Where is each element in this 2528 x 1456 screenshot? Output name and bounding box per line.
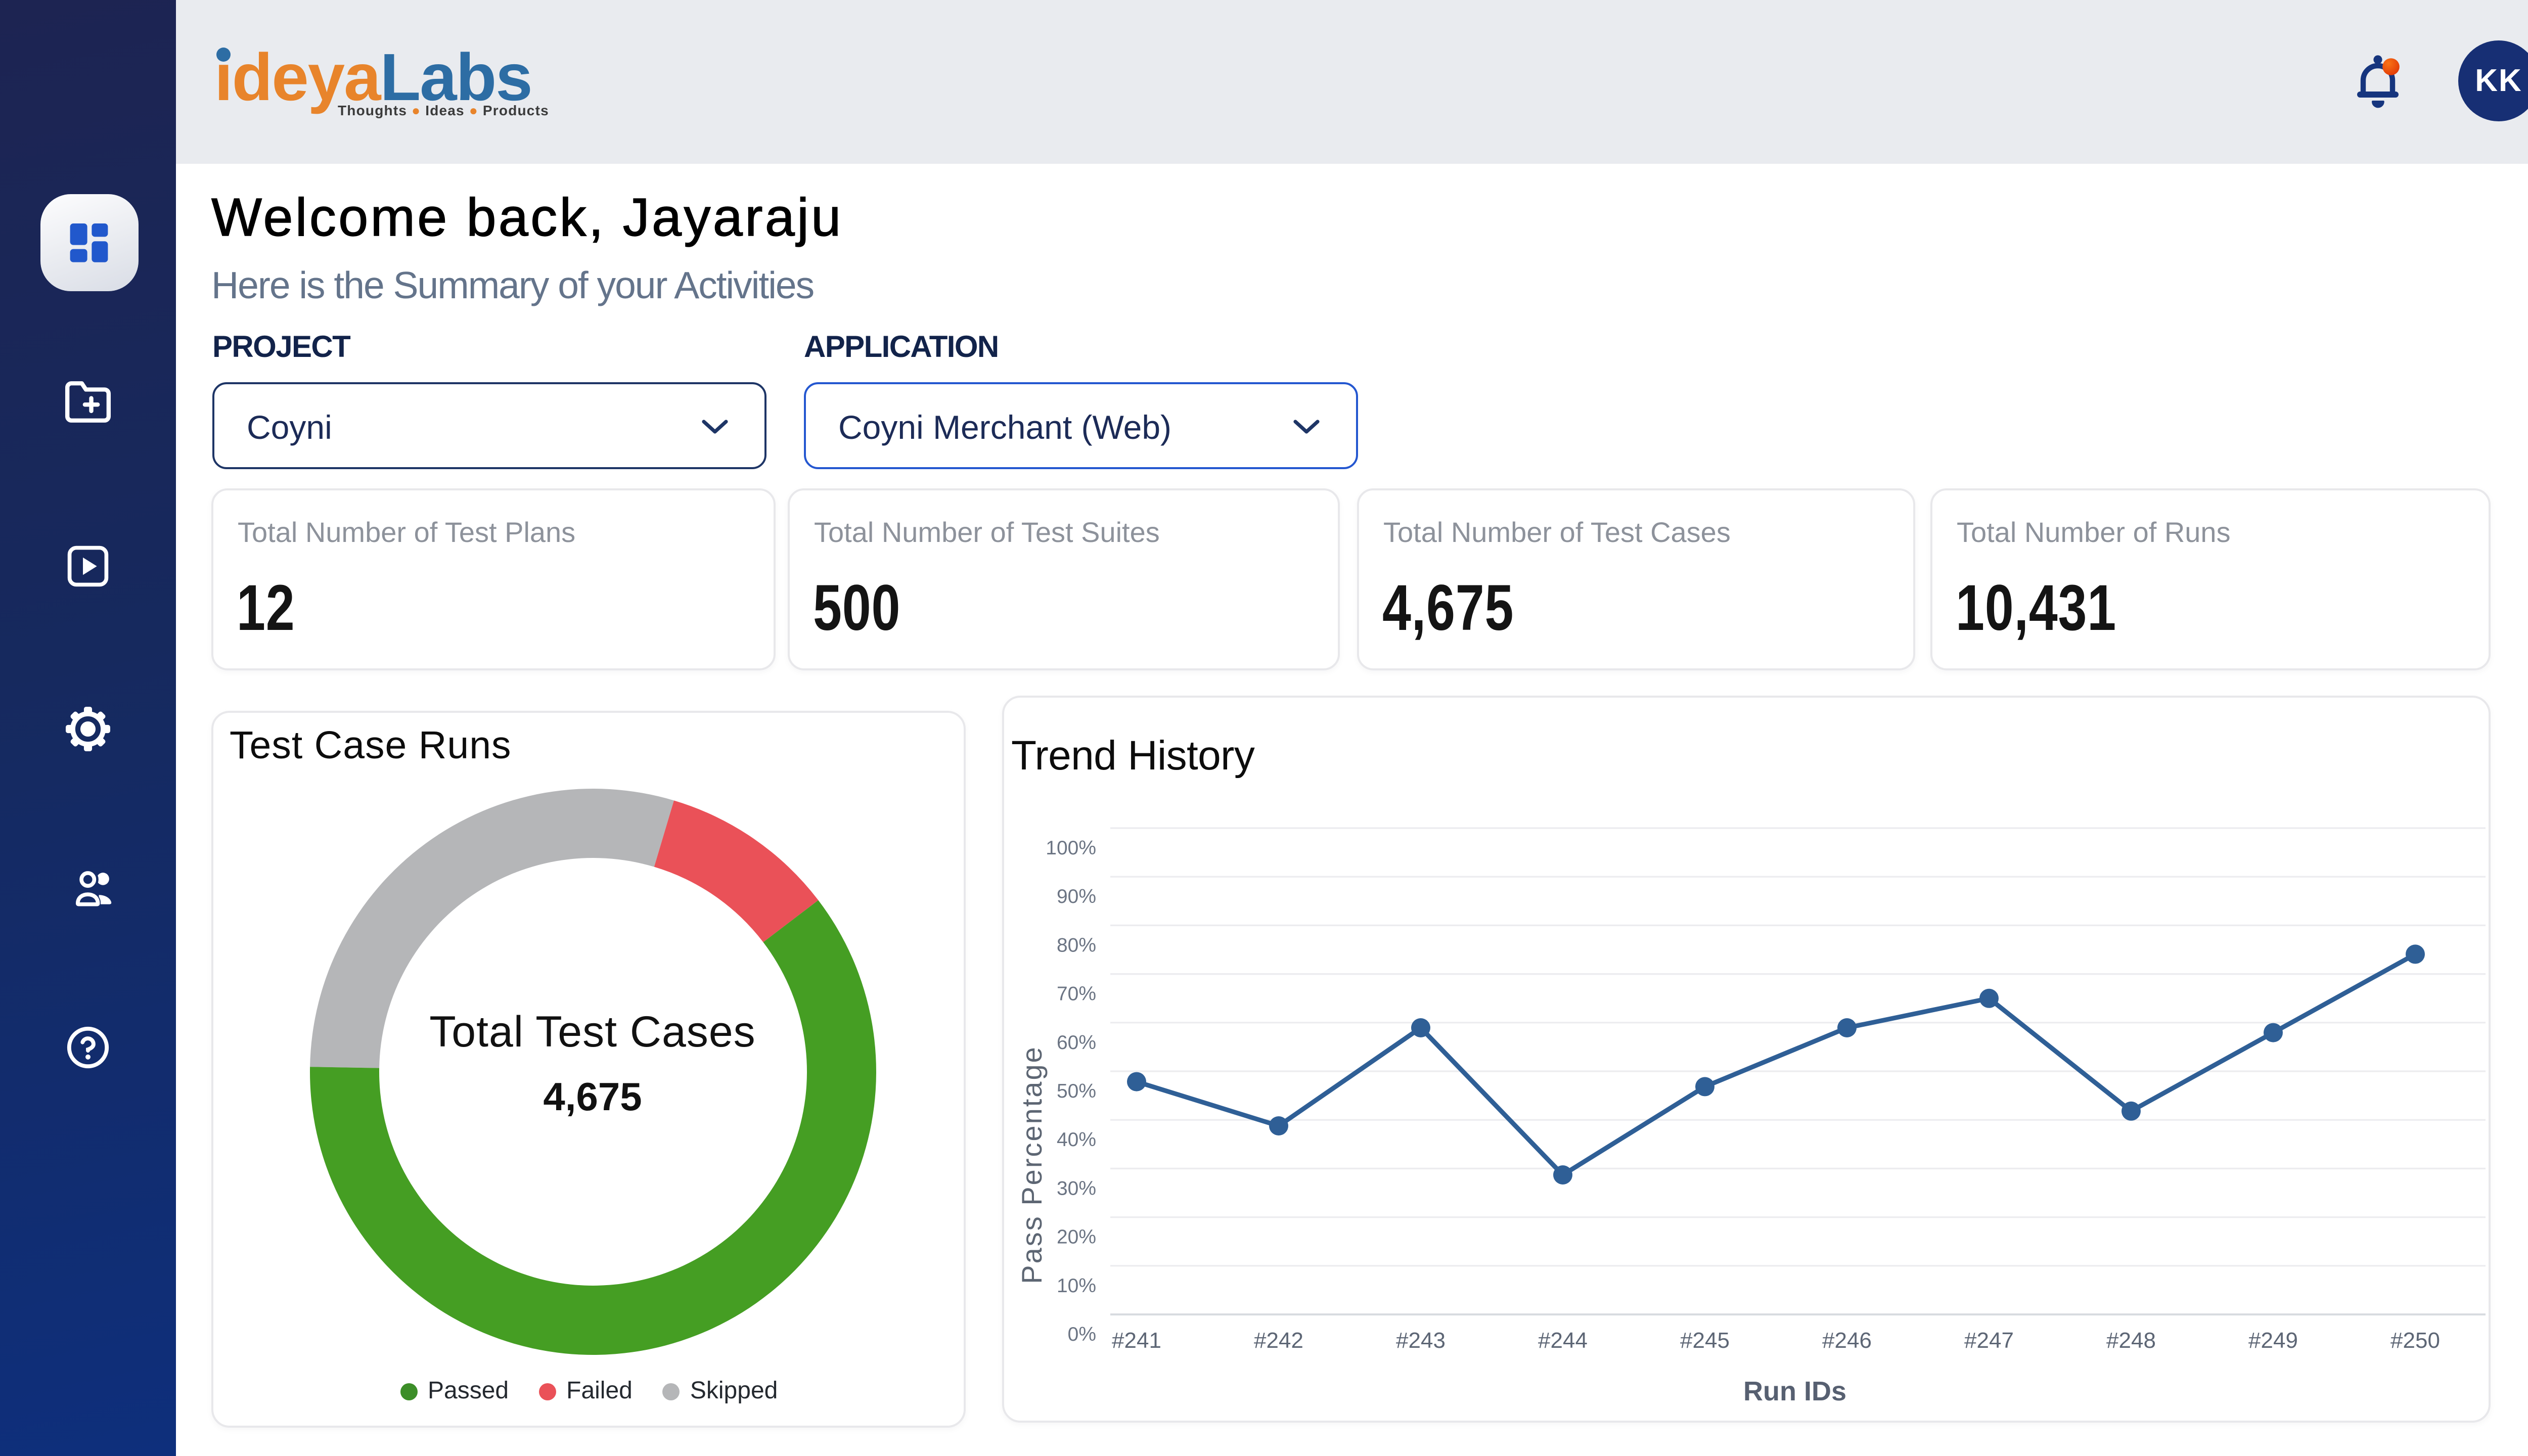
svg-text:40%: 40%: [1057, 1129, 1096, 1151]
svg-text:100%: 100%: [1046, 837, 1096, 859]
svg-text:20%: 20%: [1057, 1226, 1096, 1248]
svg-text:0%: 0%: [1068, 1324, 1096, 1345]
svg-text:Run IDs: Run IDs: [1743, 1376, 1846, 1406]
svg-text:10%: 10%: [1057, 1275, 1096, 1297]
svg-text:80%: 80%: [1057, 934, 1096, 956]
svg-text:#245: #245: [1680, 1328, 1730, 1353]
svg-text:#244: #244: [1538, 1328, 1588, 1353]
svg-text:#249: #249: [2248, 1328, 2298, 1353]
svg-text:#248: #248: [2106, 1328, 2156, 1353]
svg-text:70%: 70%: [1057, 983, 1096, 1005]
svg-text:#242: #242: [1254, 1328, 1303, 1353]
svg-text:#241: #241: [1112, 1328, 1161, 1353]
svg-text:60%: 60%: [1057, 1032, 1096, 1054]
svg-text:50%: 50%: [1057, 1080, 1096, 1102]
svg-text:Pass Percentage: Pass Percentage: [1016, 1045, 1048, 1284]
svg-text:30%: 30%: [1057, 1177, 1096, 1199]
svg-text:90%: 90%: [1057, 886, 1096, 907]
svg-text:#247: #247: [1964, 1328, 2014, 1353]
svg-text:#243: #243: [1396, 1328, 1446, 1353]
svg-text:#246: #246: [1822, 1328, 1872, 1353]
svg-text:#250: #250: [2390, 1328, 2440, 1353]
